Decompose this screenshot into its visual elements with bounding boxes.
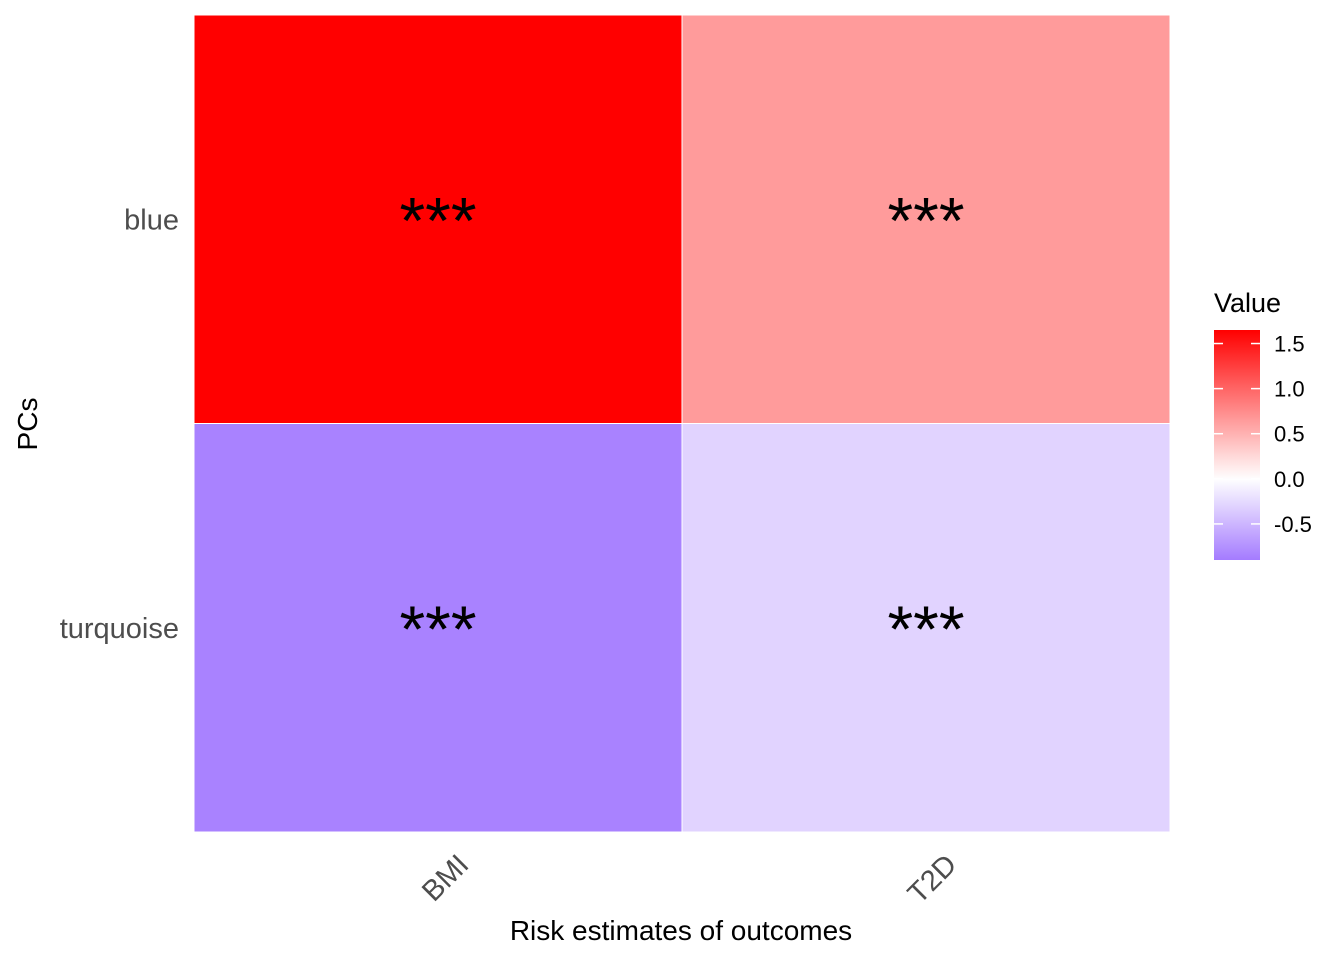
cell-label-turquoise-T2D: ***	[887, 592, 964, 666]
cell-label-blue-T2D: ***	[887, 183, 964, 257]
y-tick-label-turquoise: turquoise	[60, 613, 179, 645]
x-axis-tick-labels: BMI T2D	[416, 849, 963, 910]
y-axis-title: PCs	[12, 398, 43, 451]
heatmap-cell-blue-T2D	[681, 14, 1171, 424]
x-tick-label-bmi: BMI	[416, 849, 475, 908]
heatmap-cell-blue-BMI	[193, 14, 683, 424]
x-axis-title: Risk estimates of outcomes	[510, 915, 852, 946]
legend-tick-label: 1.5	[1274, 332, 1305, 357]
legend-title: Value	[1214, 288, 1281, 318]
cell-labels: *** *** *** ***	[399, 183, 964, 666]
color-legend: Value 1.5 1.0 0.5 0.0 -0.5	[1214, 288, 1312, 560]
heatmap-cells	[193, 14, 1171, 833]
cell-label-turquoise-BMI: ***	[399, 592, 476, 666]
cell-label-blue-BMI: ***	[399, 183, 476, 257]
heatmap-cell-turquoise-T2D	[681, 423, 1171, 833]
x-tick-label-t2d: T2D	[902, 849, 963, 910]
legend-tick-label: 0.5	[1274, 422, 1305, 447]
legend-tick-label: 1.0	[1274, 377, 1305, 402]
y-tick-label-blue: blue	[124, 204, 179, 236]
legend-tick-label: -0.5	[1274, 512, 1312, 537]
legend-color-bar	[1214, 330, 1260, 560]
legend-ticks: 1.5 1.0 0.5 0.0 -0.5	[1214, 332, 1312, 537]
legend-tick-label: 0.0	[1274, 467, 1305, 492]
heatmap-cell-turquoise-BMI	[193, 423, 683, 833]
y-axis-tick-labels: blue turquoise	[60, 204, 179, 645]
